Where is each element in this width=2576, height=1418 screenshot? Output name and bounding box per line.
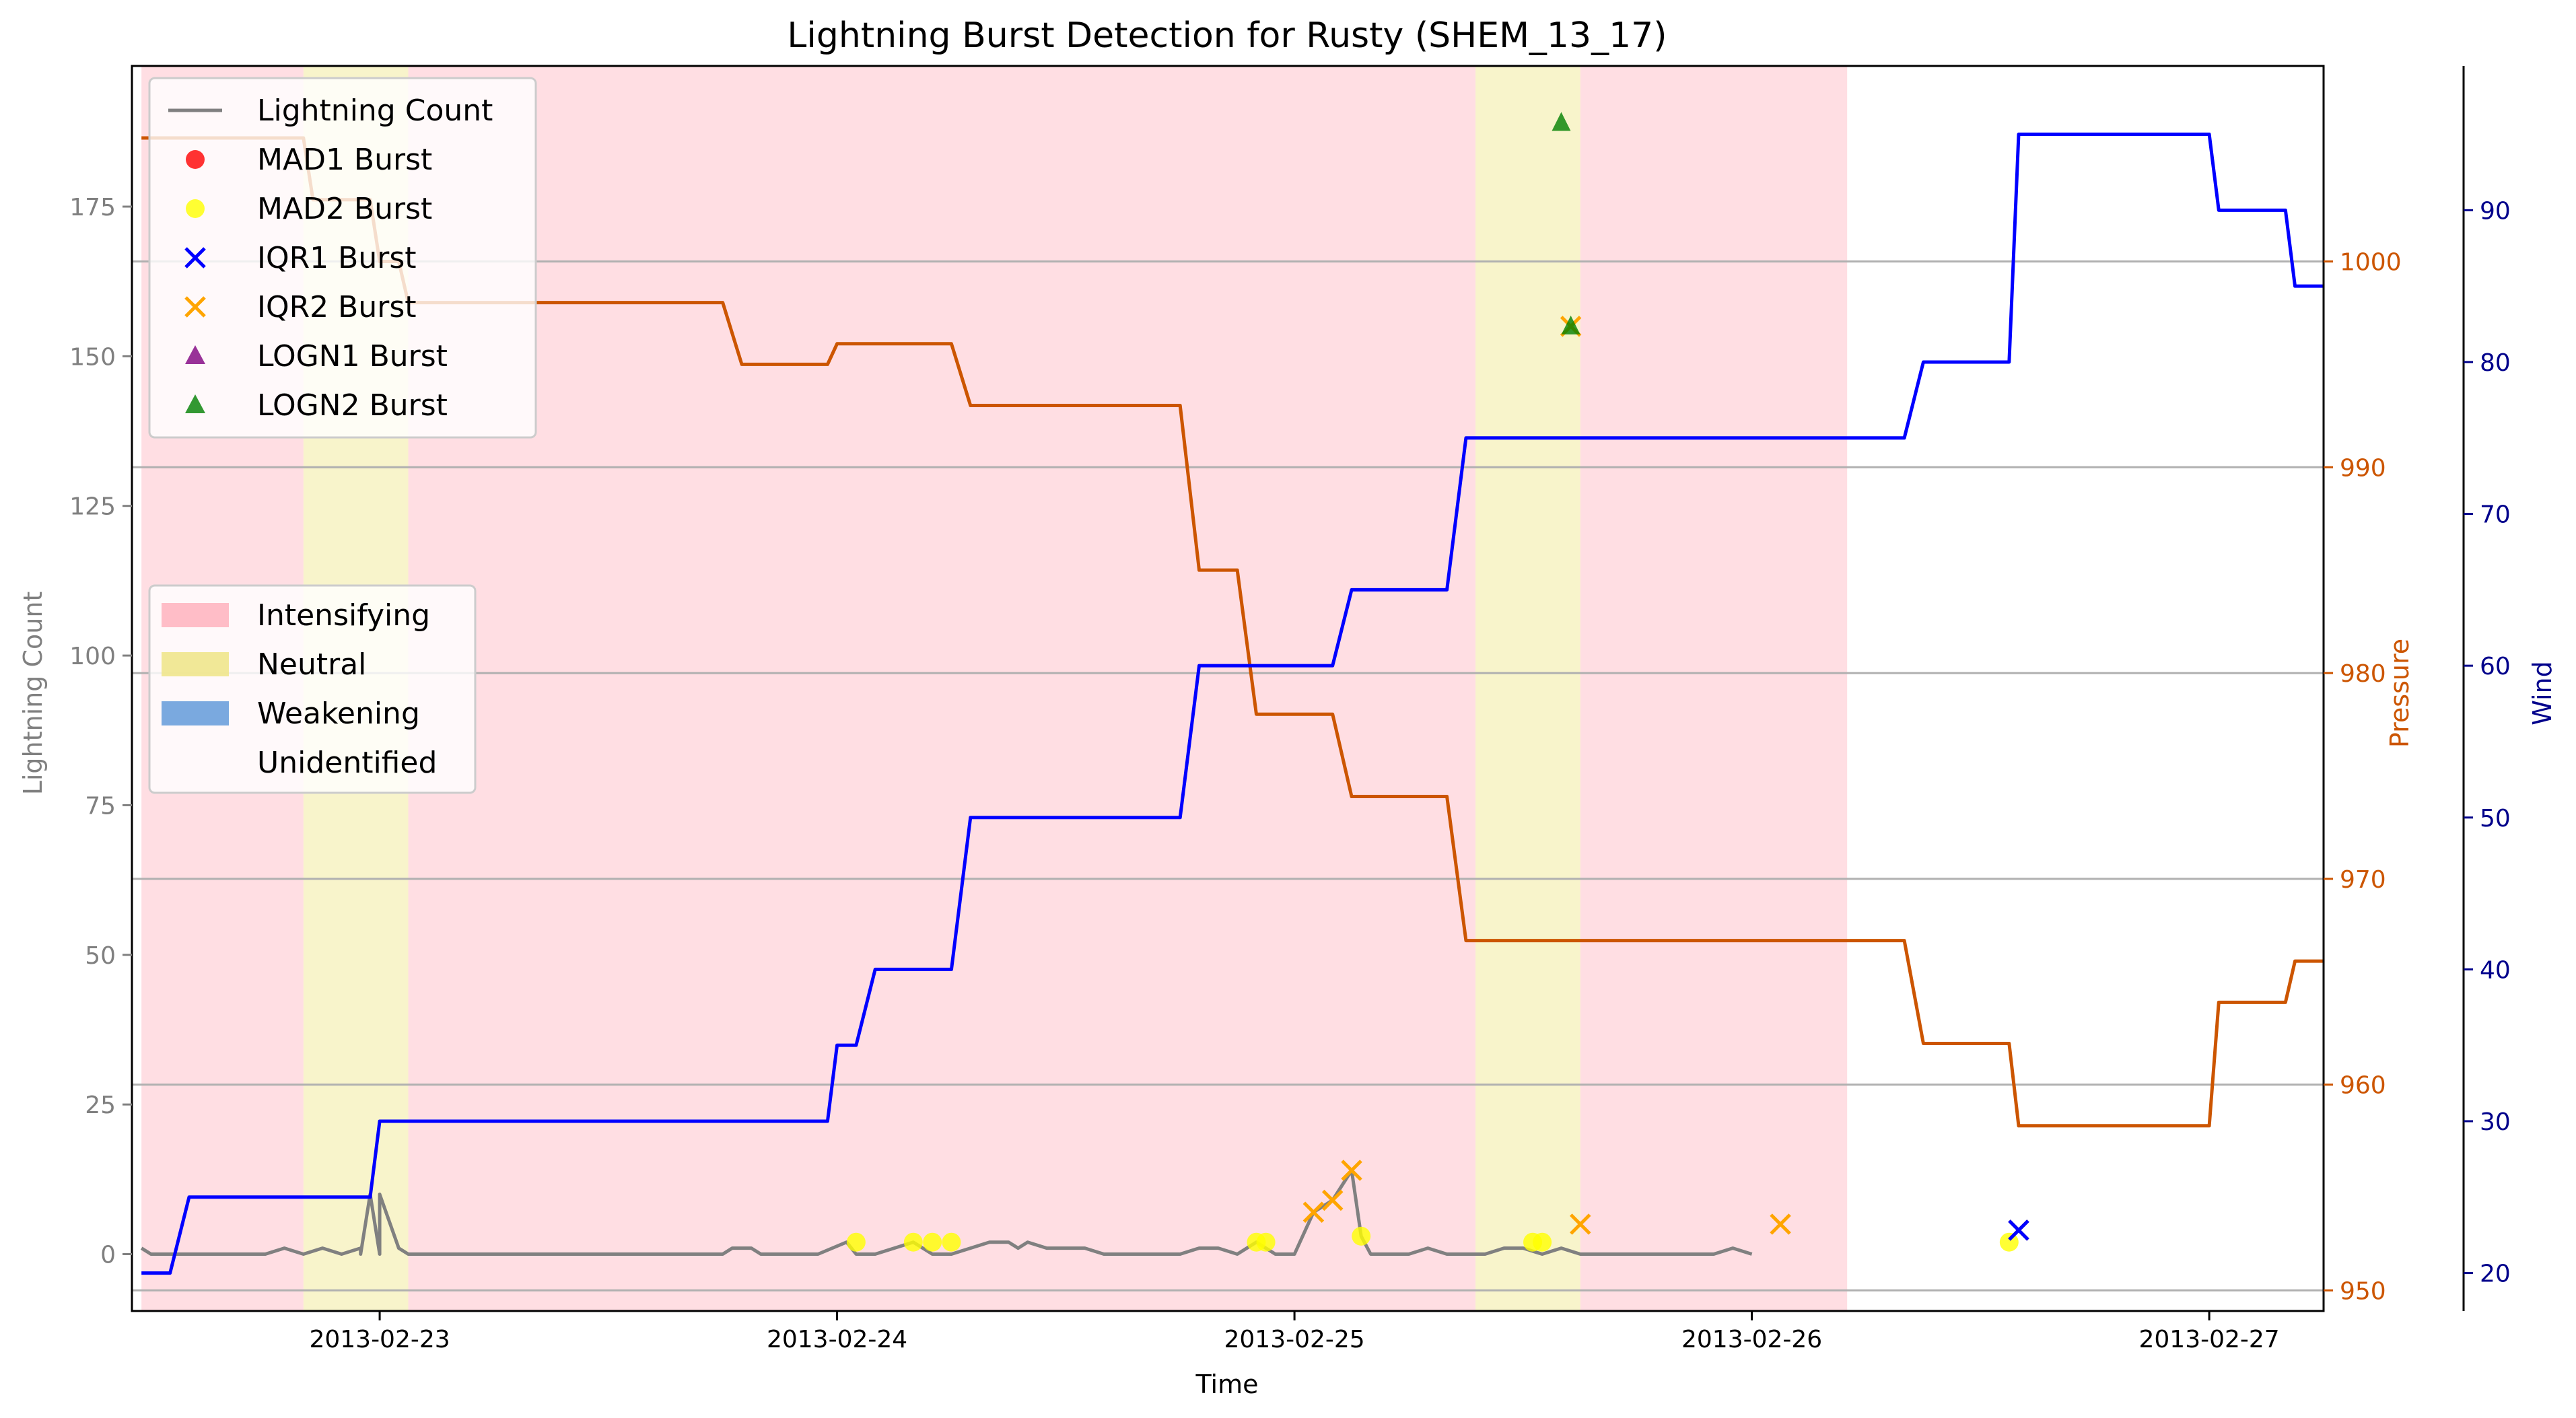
burst-markers [846,112,2029,1252]
legend-swatch-logn2 [185,394,205,413]
legend-phases-box [148,584,477,794]
plot-frame [131,65,2325,1312]
iqr2-burst-marker [1570,1213,1591,1235]
left-axis-tick-label: 125 [69,493,116,521]
legend-swatch-neutral [162,652,229,676]
wind-axis-tick-label: 40 [2480,956,2511,984]
x-axis-tick-label: 2013-02-26 [1681,1326,1822,1353]
left-axis-tick-label: 0 [100,1242,116,1269]
y-axis-label-wind: Wind [2528,661,2557,725]
mad2-burst-marker [846,1232,866,1252]
legend-label: LOGN1 Burst [257,339,448,374]
legend-swatch-logn1 [185,345,205,364]
pressure-axis-tick-label: 970 [2340,866,2386,894]
wind-axis-tick-label: 80 [2480,349,2511,377]
phase-band-intensifying [408,66,1476,1311]
left-axis-tick-label: 100 [69,643,116,670]
pressure-axis-tick-label: 980 [2340,660,2386,688]
mad2-burst-marker [942,1232,961,1252]
iqr2-burst-marker [1770,1213,1791,1235]
left-axis-tick-label: 25 [85,1092,116,1119]
phase-band-neutral [1475,66,1580,1311]
mad2-burst-marker [903,1232,923,1252]
x-axis-tick-label: 2013-02-27 [2139,1326,2280,1353]
mad2-burst-marker [1352,1226,1371,1246]
axes: 0 25 50 75 100 125 150 175 950 960 970 980 990 1000 20… [69,65,2511,1353]
legend-swatch-weakening [162,701,229,725]
wind-axis-tick-label: 90 [2480,197,2511,225]
legends: Lightning Count MAD1 Burst MAD2 Burst IQR1 … [148,77,537,794]
pressure-axis-tick-label: 990 [2340,454,2386,482]
y-axis-label-lightning: Lightning Count [18,592,48,795]
series-lightning-count [140,1168,1753,1256]
mad2-burst-marker [1999,1232,2019,1252]
x-axis-label: Time [1195,1370,1259,1399]
legend-label: IQR1 Burst [257,241,417,275]
left-axis-tick-label: 150 [69,343,116,371]
wind-axis-tick-label: 50 [2480,805,2511,832]
wind-axis-tick-label: 30 [2480,1108,2511,1136]
legend-swatch-mad2 [186,199,205,218]
iqr2-burst-marker [1321,1189,1344,1211]
x-axis-tick-label: 2013-02-23 [309,1326,450,1353]
legend-label: LOGN2 Burst [257,388,448,423]
legend-label: Neutral [257,647,366,682]
legend-label: Unidentified [257,746,437,780]
logn2-burst-marker [1561,315,1580,334]
legend-label: Lightning Count [257,94,493,128]
wind-axis-tick-label: 60 [2480,653,2511,680]
chart-title: Lightning Burst Detection for Rusty (SHE… [787,15,1667,56]
mad2-burst-marker [1256,1232,1276,1252]
y-axis-label-pressure: Pressure [2385,639,2414,748]
mad2-burst-marker [923,1232,942,1252]
x-axis-tick-label: 2013-02-25 [1224,1326,1364,1353]
x-axis-tick-label: 2013-02-24 [767,1326,907,1353]
pressure-axis-tick-label: 1000 [2340,248,2402,276]
legend-swatch-intensifying [162,603,229,627]
legend-swatch-iqr1 [184,247,206,269]
iqr2-burst-marker [1341,1160,1362,1181]
legend-bursts-box [148,77,537,439]
left-axis-tick-label: 175 [69,194,116,221]
iqr1-burst-marker [2008,1219,2029,1241]
phase-band-intensifying [1580,66,1848,1311]
wind-axis-tick-label: 20 [2480,1261,2511,1288]
left-axis-tick-label: 50 [85,942,116,970]
pressure-axis-tick-label: 950 [2340,1277,2386,1305]
iqr2-burst-marker [1302,1201,1325,1224]
legend-label: MAD1 Burst [257,143,432,177]
legend-label: MAD2 Burst [257,192,432,226]
pressure-axis-tick-label: 960 [2340,1072,2386,1100]
legend-label: Weakening [257,697,420,731]
legend-swatch-iqr2 [184,296,206,318]
logn2-burst-marker [1552,112,1571,131]
legend-label: IQR2 Burst [257,290,417,324]
legend-label: Intensifying [257,598,430,633]
mad2-burst-marker [1533,1232,1552,1252]
series-wind [141,133,2324,1275]
wind-axis-tick-label: 70 [2480,501,2511,529]
legend-swatch-mad1 [186,150,205,169]
left-axis-tick-label: 75 [85,792,116,820]
